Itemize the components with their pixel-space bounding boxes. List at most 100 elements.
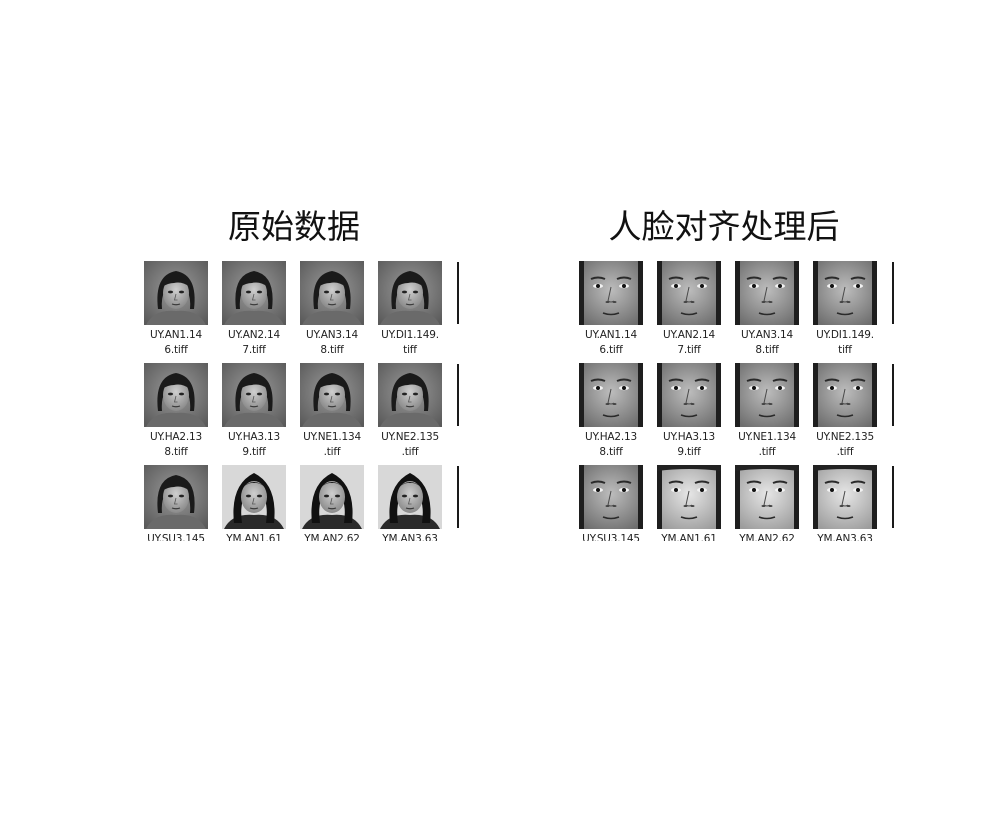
file-name-line: .tiff [758, 446, 776, 458]
file-name: UY.SU3.145 [579, 532, 646, 541]
file-tile[interactable]: UY.DI1.149. tiff [378, 261, 442, 363]
file-name-line: UY.AN3.14 [741, 329, 793, 341]
file-name: UY.HA3.13 9.tiff [219, 430, 289, 460]
file-name: UY.NE1.134 .tiff [297, 430, 367, 460]
file-tile[interactable]: UY.AN1.14 6.tiff [579, 261, 643, 363]
file-name-line: UY.NE2.135 [816, 431, 874, 443]
next-column-edge [457, 262, 459, 324]
file-name: UY.HA2.13 8.tiff [579, 430, 646, 460]
file-tile[interactable]: UY.SU3.145 [144, 465, 208, 541]
face-thumbnail [300, 261, 364, 325]
face-thumbnail [222, 261, 286, 325]
file-name: UY.HA2.13 8.tiff [144, 430, 211, 460]
next-column-edge [892, 364, 894, 426]
file-name-line: 9.tiff [677, 446, 701, 458]
file-name-line: 7.tiff [677, 344, 701, 356]
face-thumbnail [657, 465, 721, 529]
file-name-line: 7.tiff [242, 344, 266, 356]
file-name-line: 6.tiff [599, 344, 623, 356]
file-tile[interactable]: YM.AN3.63 [813, 465, 877, 541]
file-tile[interactable]: UY.AN3.14 8.tiff [300, 261, 364, 363]
file-tile[interactable]: UY.AN2.14 7.tiff [657, 261, 721, 363]
file-name-line: 8.tiff [755, 344, 779, 356]
face-thumbnail [222, 465, 286, 529]
file-tile[interactable]: YM.AN3.63 [378, 465, 442, 541]
file-tile[interactable]: UY.DI1.149. tiff [813, 261, 877, 363]
file-name-line: UY.DI1.149. [816, 329, 874, 341]
file-tile[interactable]: UY.SU3.145 [579, 465, 643, 541]
face-thumbnail [813, 363, 877, 427]
file-name-line: UY.SU3.145 [582, 533, 640, 541]
file-name: UY.AN2.14 7.tiff [654, 328, 724, 358]
file-name: UY.AN2.14 7.tiff [219, 328, 289, 358]
file-name: UY.HA3.13 9.tiff [654, 430, 724, 460]
file-tile[interactable]: YM.AN2.62 [735, 465, 799, 541]
face-thumbnail [144, 465, 208, 529]
aligned-data-grid-window: UY.AN1.14 6.tiff UY.AN2.14 7.tiff UY.AN3.14 8… [579, 261, 897, 541]
aligned-data-title: 人脸对齐处理后 [608, 207, 840, 246]
face-thumbnail [735, 363, 799, 427]
file-name: UY.NE2.135 .tiff [375, 430, 445, 460]
file-tile[interactable]: YM.AN2.62 [300, 465, 364, 541]
file-name-line: tiff [403, 344, 417, 356]
face-thumbnail [735, 261, 799, 325]
face-thumbnail [813, 261, 877, 325]
file-tile[interactable]: UY.NE2.135 .tiff [378, 363, 442, 465]
original-data-title: 原始数据 [228, 207, 360, 246]
file-name-line: 8.tiff [599, 446, 623, 458]
file-tile[interactable]: YM.AN1.61 [657, 465, 721, 541]
file-name: UY.AN3.14 8.tiff [732, 328, 802, 358]
file-name-line: YM.AN1.61 [226, 533, 282, 541]
face-thumbnail [300, 465, 364, 529]
file-name-line: YM.AN2.62 [304, 533, 360, 541]
file-name-line: UY.HA2.13 [585, 431, 637, 443]
file-name: UY.AN3.14 8.tiff [297, 328, 367, 358]
file-name-line: UY.AN2.14 [228, 329, 280, 341]
original-data-grid-window: UY.AN1.14 6.tiff UY.AN2.14 7.tiff UY.AN3.14 8… [144, 261, 462, 541]
file-name-line: UY.NE1.134 [738, 431, 796, 443]
file-name-line: UY.SU3.145 [147, 533, 205, 541]
file-name-line: UY.HA2.13 [150, 431, 202, 443]
face-thumbnail [657, 261, 721, 325]
file-tile[interactable]: UY.HA2.13 8.tiff [579, 363, 643, 465]
face-thumbnail [813, 465, 877, 529]
file-name-line: .tiff [401, 446, 419, 458]
file-name: UY.NE1.134 .tiff [732, 430, 802, 460]
file-name-line: UY.AN3.14 [306, 329, 358, 341]
file-name: YM.AN1.61 [219, 532, 289, 541]
file-name-line: YM.AN3.63 [382, 533, 438, 541]
file-tile[interactable]: UY.HA3.13 9.tiff [222, 363, 286, 465]
file-name-line: UY.DI1.149. [381, 329, 439, 341]
file-name: UY.DI1.149. tiff [810, 328, 880, 358]
file-name-line: tiff [838, 344, 852, 356]
file-tile[interactable]: UY.AN2.14 7.tiff [222, 261, 286, 363]
face-thumbnail [222, 363, 286, 427]
file-name-line: UY.AN2.14 [663, 329, 715, 341]
file-name: YM.AN2.62 [297, 532, 367, 541]
file-name-line: UY.NE1.134 [303, 431, 361, 443]
file-name: UY.AN1.14 6.tiff [144, 328, 211, 358]
file-name: UY.NE2.135 .tiff [810, 430, 880, 460]
file-name-line: .tiff [323, 446, 341, 458]
file-name: UY.SU3.145 [144, 532, 211, 541]
file-name: YM.AN3.63 [810, 532, 880, 541]
file-tile[interactable]: UY.NE2.135 .tiff [813, 363, 877, 465]
file-name-line: UY.AN1.14 [150, 329, 202, 341]
file-name: YM.AN1.61 [654, 532, 724, 541]
file-tile[interactable]: YM.AN1.61 [222, 465, 286, 541]
file-tile[interactable]: UY.HA2.13 8.tiff [144, 363, 208, 465]
file-tile[interactable]: UY.NE1.134 .tiff [735, 363, 799, 465]
file-name: UY.DI1.149. tiff [375, 328, 445, 358]
face-thumbnail [144, 261, 208, 325]
file-tile[interactable]: UY.HA3.13 9.tiff [657, 363, 721, 465]
file-name-line: YM.AN1.61 [661, 533, 717, 541]
file-tile[interactable]: UY.AN3.14 8.tiff [735, 261, 799, 363]
face-thumbnail [657, 363, 721, 427]
file-name: YM.AN3.63 [375, 532, 445, 541]
face-thumbnail [378, 465, 442, 529]
file-name-line: UY.HA3.13 [228, 431, 280, 443]
file-tile[interactable]: UY.NE1.134 .tiff [300, 363, 364, 465]
file-tile[interactable]: UY.AN1.14 6.tiff [144, 261, 208, 363]
face-thumbnail [579, 261, 643, 325]
next-column-edge [457, 466, 459, 528]
